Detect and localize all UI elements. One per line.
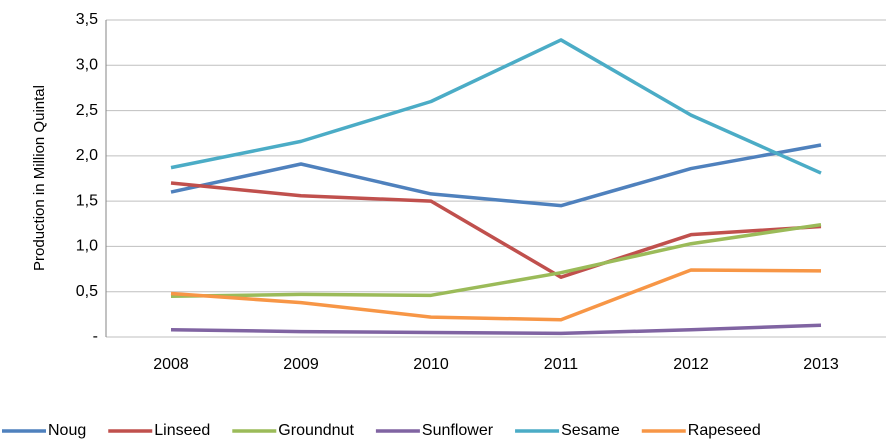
y-tick-label: 0,5 [76, 283, 98, 300]
x-tick-label: 2012 [673, 356, 709, 373]
series-line [170, 181, 822, 279]
y-tick-label: - [93, 328, 98, 345]
series-line [170, 38, 822, 175]
y-tick-label: 2,0 [76, 147, 98, 164]
legend-label: Groundnut [278, 422, 354, 439]
y-tick-label: 3,0 [76, 57, 98, 74]
x-tick-label: 2008 [153, 356, 189, 373]
x-tick-label: 2013 [803, 356, 839, 373]
legend-label: Noug [48, 422, 86, 439]
y-axis-label: Production in Million Quintal [31, 85, 48, 271]
series-line [170, 143, 822, 208]
legend-label: Sesame [561, 422, 620, 439]
series-line [170, 323, 822, 336]
y-tick-label: 1,0 [76, 238, 98, 255]
legend-label: Sunflower [422, 422, 494, 439]
y-tick-label: 3,5 [76, 11, 98, 28]
y-tick-label: 1,5 [76, 192, 98, 209]
x-tick-label: 2009 [283, 356, 319, 373]
y-tick-label: 2,5 [76, 102, 98, 119]
x-tick-label: 2010 [413, 356, 449, 373]
legend-label: Linseed [154, 422, 210, 439]
legend-label: Rapeseed [688, 422, 761, 439]
series-line [170, 268, 822, 322]
series-line [170, 222, 822, 298]
x-tick-label: 2011 [544, 356, 579, 373]
